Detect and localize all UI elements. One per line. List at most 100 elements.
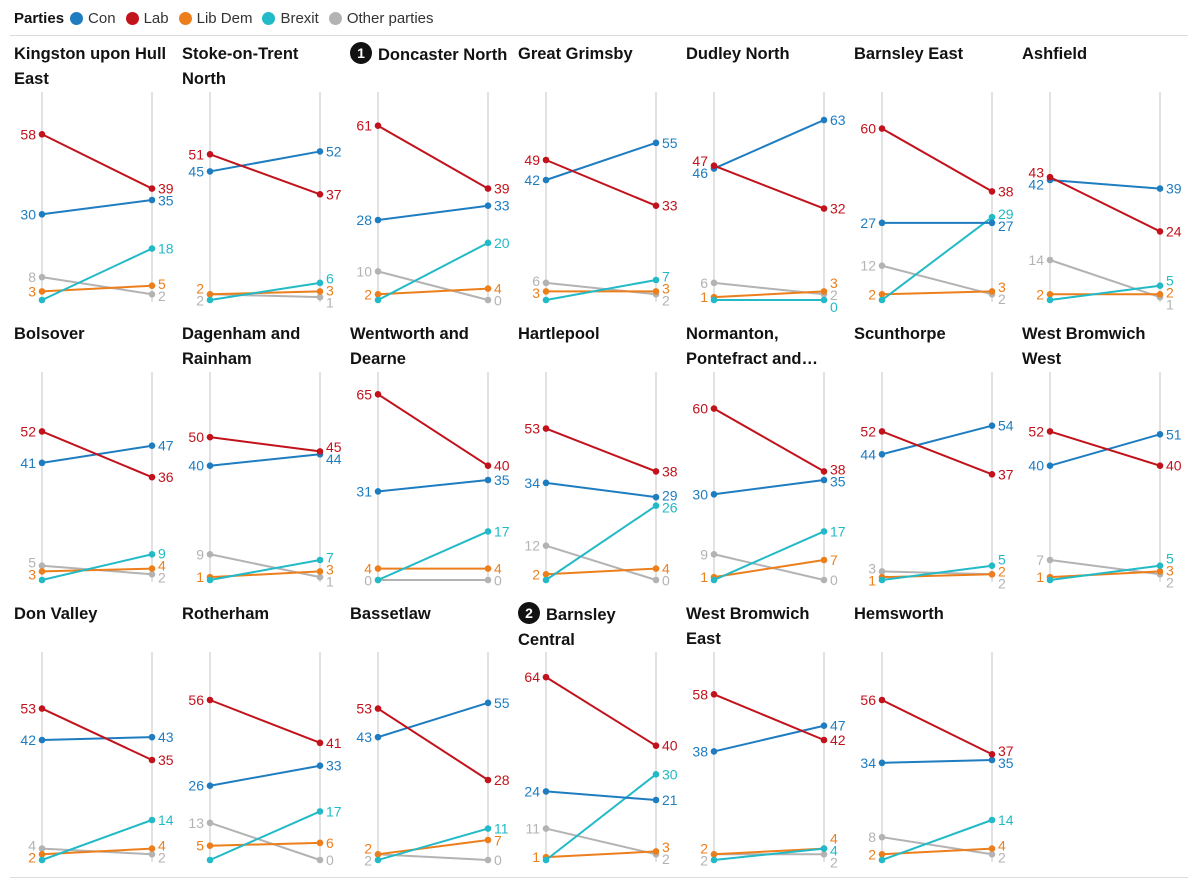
point-start-ld bbox=[38, 288, 46, 295]
value-label-start-oth: 2 bbox=[700, 852, 708, 868]
value-label-start-lab: 58 bbox=[692, 686, 708, 702]
point-end-ld bbox=[148, 565, 156, 572]
point-end-lab bbox=[1156, 228, 1164, 235]
series-line-con bbox=[209, 764, 321, 787]
value-label-end-oth: 2 bbox=[1166, 574, 1174, 590]
value-label-start-con: 44 bbox=[860, 446, 876, 462]
value-label-end-ld: 3 bbox=[662, 281, 670, 297]
panel-title: Dudley North bbox=[686, 42, 844, 67]
point-start-oth bbox=[206, 819, 214, 827]
panel-title: Stoke-on-Trent North bbox=[182, 42, 340, 92]
value-label-end-con: 21 bbox=[662, 792, 678, 808]
point-end-oth bbox=[484, 856, 492, 864]
legend-item-ld: Lib Dem bbox=[178, 10, 252, 27]
value-label-start-lab: 53 bbox=[20, 701, 36, 717]
value-label-start-ld: 3 bbox=[28, 283, 36, 299]
slope-chart: 56 26 13 5 41 33 17 60 bbox=[188, 652, 342, 868]
value-label-start-oth: 9 bbox=[196, 546, 204, 562]
value-label-end-ld: 7 bbox=[494, 832, 502, 848]
point-end-con bbox=[316, 762, 324, 770]
point-start-con bbox=[1046, 462, 1054, 470]
series-line-lab bbox=[209, 436, 321, 453]
series-line-brx bbox=[545, 279, 657, 301]
constituency-name: Bolsover bbox=[14, 325, 85, 343]
constituency-name: Stoke-on-Trent North bbox=[182, 45, 299, 88]
point-end-brx bbox=[316, 808, 324, 815]
value-label-end-lab: 36 bbox=[158, 469, 174, 485]
value-label-start-ld: 2 bbox=[700, 840, 708, 856]
point-start-ld bbox=[38, 850, 46, 858]
point-end-con bbox=[484, 699, 492, 707]
series-line-oth bbox=[209, 821, 321, 861]
value-label-end-lab: 32 bbox=[830, 201, 846, 217]
value-label-end-oth: 2 bbox=[662, 851, 670, 867]
series-line-brx bbox=[713, 530, 825, 581]
point-end-ld bbox=[484, 565, 492, 572]
constituency-name: Dudley North bbox=[686, 45, 790, 63]
point-end-brx bbox=[316, 279, 324, 287]
point-start-brx bbox=[206, 856, 214, 864]
series-line-lab bbox=[881, 699, 993, 756]
series-line-ld bbox=[713, 559, 825, 579]
value-label-start-con: 34 bbox=[860, 755, 876, 771]
point-start-lab bbox=[878, 696, 886, 704]
point-end-lab bbox=[148, 756, 156, 764]
point-start-brx bbox=[710, 296, 718, 304]
series-line-brx bbox=[41, 819, 153, 861]
value-label-start-lab: 53 bbox=[524, 421, 540, 437]
value-label-end-lab: 38 bbox=[662, 463, 678, 479]
value-label-end-lab: 37 bbox=[998, 743, 1014, 759]
annotation-marker: 1 bbox=[350, 42, 372, 64]
value-label-start-lab: 61 bbox=[356, 118, 372, 134]
series-line-brx bbox=[377, 827, 489, 861]
point-end-brx bbox=[988, 562, 996, 570]
legend-item-brx: Brexit bbox=[262, 9, 319, 27]
series-line-lab bbox=[713, 164, 825, 210]
series-line-con bbox=[377, 204, 489, 221]
value-label-end-con: 35 bbox=[998, 755, 1014, 771]
chart-panel: 60 30 9 1 38 35 17 7 0 Normanton, Pontefract and… bbox=[682, 318, 850, 598]
value-label-end-con: 33 bbox=[494, 198, 510, 214]
value-label-end-brx: 14 bbox=[998, 812, 1014, 828]
value-label-start-oth: 12 bbox=[860, 258, 876, 274]
point-end-lab bbox=[1156, 462, 1164, 470]
point-start-lab bbox=[206, 696, 214, 704]
point-start-brx bbox=[1046, 296, 1054, 304]
point-end-ld bbox=[820, 288, 828, 295]
point-start-lab bbox=[878, 428, 886, 435]
value-label-end-brx: 5 bbox=[998, 551, 1006, 567]
point-end-con bbox=[652, 493, 660, 501]
point-start-ld bbox=[1046, 290, 1054, 298]
chart-panel: 65 31 4 0 40 35 17 4 0 Wentworth and Dearne bbox=[346, 318, 514, 598]
series-line-brx bbox=[377, 530, 489, 581]
chart-panel: 52 44 3 1 54 37 5 2 2 Scunthorpe bbox=[850, 318, 1018, 598]
value-label-end-con: 55 bbox=[662, 135, 678, 151]
point-end-ld bbox=[484, 836, 492, 844]
value-label-start-lab: 52 bbox=[1028, 423, 1044, 439]
point-end-lab bbox=[652, 468, 660, 475]
value-label-start-ld: 1 bbox=[700, 289, 708, 305]
point-end-lab bbox=[820, 468, 828, 475]
point-start-lab bbox=[710, 162, 718, 170]
value-label-start-oth: 0 bbox=[364, 572, 372, 588]
series-line-con bbox=[545, 481, 657, 499]
constituency-name: Barnsley Central bbox=[518, 606, 616, 649]
legend-label-brx: Brexit bbox=[280, 9, 319, 27]
point-end-brx bbox=[1156, 562, 1164, 570]
legend-swatch-brx bbox=[262, 11, 276, 25]
legend-label-con: Con bbox=[88, 9, 116, 27]
series-line-con bbox=[377, 479, 489, 493]
constituency-name: Hartlepool bbox=[518, 325, 600, 343]
point-end-oth bbox=[148, 570, 156, 578]
point-start-brx bbox=[542, 576, 550, 584]
value-label-start-oth: 4 bbox=[28, 837, 36, 853]
point-end-oth bbox=[316, 856, 324, 864]
value-label-end-oth: 1 bbox=[1166, 296, 1174, 312]
point-end-ld bbox=[988, 570, 996, 578]
series-line-brx bbox=[209, 810, 321, 861]
value-label-end-ld: 6 bbox=[326, 835, 334, 851]
